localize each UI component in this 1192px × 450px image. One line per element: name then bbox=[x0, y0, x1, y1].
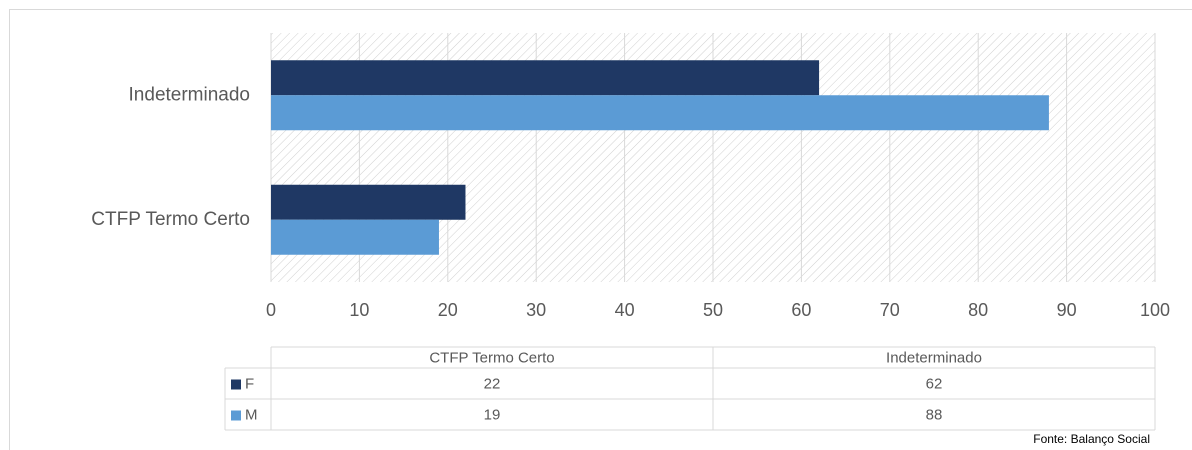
table-value: 22 bbox=[484, 375, 501, 392]
legend-key bbox=[231, 379, 241, 390]
x-tick-label: 60 bbox=[791, 300, 811, 320]
y-tick-label: CTFP Termo Certo bbox=[91, 209, 250, 230]
table-header: CTFP Termo Certo bbox=[429, 349, 554, 366]
x-tick-label: 70 bbox=[880, 300, 900, 320]
legend-label: M bbox=[245, 406, 258, 423]
legend-label: F bbox=[245, 375, 254, 392]
chart-frame bbox=[9, 9, 1192, 450]
table-value: 19 bbox=[484, 406, 501, 423]
y-tick-label: Indeterminado bbox=[129, 84, 250, 105]
x-tick-label: 0 bbox=[266, 300, 276, 320]
table-value: 62 bbox=[926, 375, 943, 392]
x-tick-label: 80 bbox=[968, 300, 988, 320]
table-value: 88 bbox=[926, 406, 943, 423]
x-tick-label: 40 bbox=[615, 300, 635, 320]
x-tick-label: 50 bbox=[703, 300, 723, 320]
bar bbox=[271, 60, 820, 96]
bar bbox=[271, 184, 466, 220]
x-tick-label: 100 bbox=[1140, 300, 1170, 320]
x-tick-label: 30 bbox=[526, 300, 546, 320]
table-header: Indeterminado bbox=[886, 349, 982, 366]
x-tick-label: 20 bbox=[438, 300, 458, 320]
legend-key bbox=[231, 410, 241, 421]
bar bbox=[271, 95, 1049, 131]
x-tick-label: 90 bbox=[1057, 300, 1077, 320]
x-tick-label: 10 bbox=[349, 300, 369, 320]
source: Fonte: Balanço Social bbox=[1033, 432, 1150, 446]
bar bbox=[271, 219, 439, 255]
